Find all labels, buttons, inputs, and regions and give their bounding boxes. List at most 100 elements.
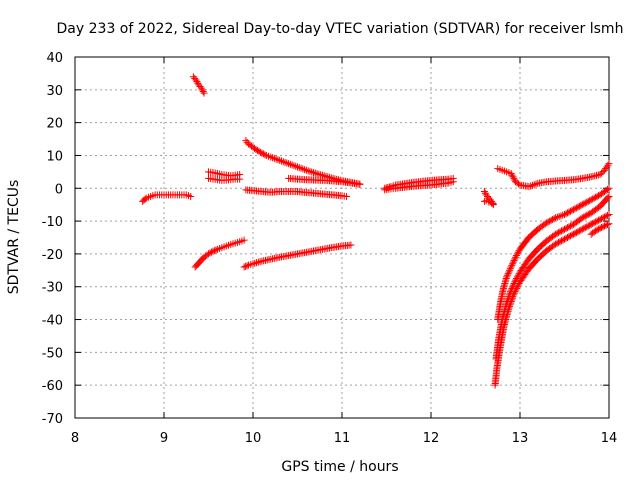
chart-title: Day 233 of 2022, Sidereal Day-to-day VTE… xyxy=(57,21,624,37)
series-arc-11 xyxy=(381,178,457,194)
y-tick-label: 10 xyxy=(46,149,63,164)
data-point xyxy=(571,229,579,237)
data-point xyxy=(571,205,579,213)
data-point xyxy=(578,201,586,209)
data-point xyxy=(299,165,307,173)
data-point xyxy=(565,233,573,241)
data-point xyxy=(290,162,298,170)
data-point xyxy=(506,302,514,310)
data-point xyxy=(561,211,568,219)
series-arc-7 xyxy=(242,186,350,200)
y-tick-label: -30 xyxy=(42,281,63,296)
data-point xyxy=(240,236,248,244)
data-point xyxy=(605,160,613,168)
data-point xyxy=(302,166,310,174)
data-point xyxy=(236,175,244,183)
data-point xyxy=(605,220,613,228)
data-point xyxy=(563,224,571,232)
data-point xyxy=(255,147,263,155)
data-point xyxy=(556,238,564,246)
data-point xyxy=(480,188,488,196)
y-tick-label: 40 xyxy=(46,51,63,66)
series-arc-5 xyxy=(205,174,244,184)
x-axis-label: GPS time / hours xyxy=(281,459,398,475)
data-point xyxy=(604,161,612,169)
data-point xyxy=(253,259,261,267)
data-point xyxy=(509,173,517,181)
data-point xyxy=(568,231,576,239)
series-arc-3 xyxy=(191,236,248,271)
data-point xyxy=(509,258,517,266)
data-point xyxy=(552,214,560,222)
y-tick-label: -70 xyxy=(42,412,63,427)
data-point xyxy=(209,247,217,255)
data-point xyxy=(562,234,570,242)
data-point xyxy=(276,156,284,164)
data-point xyxy=(558,237,566,245)
data-point xyxy=(513,284,521,292)
data-point xyxy=(575,227,583,235)
data-point xyxy=(543,219,551,227)
data-point xyxy=(505,304,513,312)
data-point xyxy=(553,229,561,237)
data-point xyxy=(515,180,523,188)
y-tick-label: -20 xyxy=(42,248,63,263)
data-point xyxy=(308,168,316,176)
data-point xyxy=(511,255,519,263)
data-point xyxy=(507,299,515,307)
data-point xyxy=(240,263,248,271)
data-point xyxy=(586,197,594,205)
data-point xyxy=(584,197,592,205)
y-axis-label: SDTVAR / TECUs xyxy=(6,180,22,295)
data-point xyxy=(507,170,515,178)
data-point xyxy=(563,234,571,241)
data-point xyxy=(580,200,588,208)
data-point xyxy=(508,296,516,304)
x-tick-label: 8 xyxy=(71,431,79,446)
data-point xyxy=(547,216,555,224)
x-tick-label: 14 xyxy=(601,431,618,446)
data-point xyxy=(604,211,612,219)
data-point xyxy=(590,219,598,227)
data-point xyxy=(605,211,613,219)
y-tick-label: -40 xyxy=(42,314,63,329)
series-arc-14 xyxy=(494,160,613,191)
series-arc-4 xyxy=(205,168,244,180)
data-point xyxy=(601,213,609,221)
series-arc-9 xyxy=(240,241,355,271)
data-point xyxy=(583,211,591,219)
data-point xyxy=(566,207,574,215)
data-point xyxy=(556,228,564,236)
data-point xyxy=(256,258,264,266)
x-tick-label: 10 xyxy=(245,431,262,446)
data-point xyxy=(578,225,586,233)
data-point xyxy=(281,158,289,166)
data-point xyxy=(509,293,517,301)
data-point xyxy=(514,248,522,256)
data-point xyxy=(530,181,538,189)
data-point xyxy=(598,224,606,232)
data-point xyxy=(295,164,303,172)
data-point xyxy=(598,215,606,223)
data-point xyxy=(254,258,262,266)
data-point xyxy=(313,170,321,178)
x-tick-label: 11 xyxy=(334,431,351,446)
data-point xyxy=(206,249,214,257)
data-point xyxy=(566,232,574,240)
data-point xyxy=(488,199,496,207)
data-point xyxy=(602,221,610,229)
data-point xyxy=(592,218,600,226)
data-point xyxy=(342,192,350,200)
data-point xyxy=(590,194,598,202)
data-point xyxy=(577,226,585,234)
data-point xyxy=(544,218,552,226)
data-point xyxy=(589,195,597,203)
data-point xyxy=(505,268,513,276)
data-point xyxy=(553,239,561,247)
data-point xyxy=(508,294,516,302)
data-point xyxy=(595,225,603,233)
series-arc-15 xyxy=(494,184,613,324)
data-point xyxy=(559,211,567,219)
